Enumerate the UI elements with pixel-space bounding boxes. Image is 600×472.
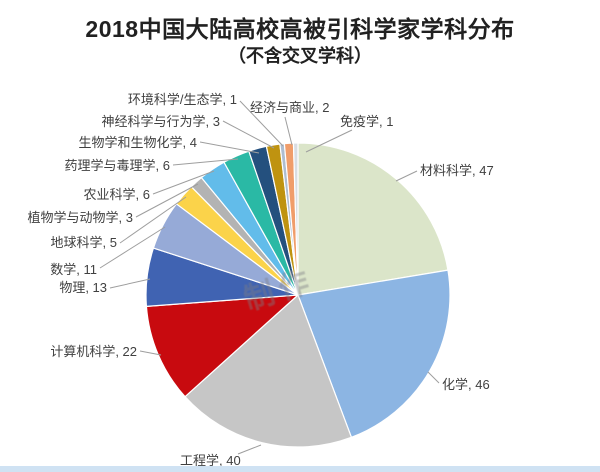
leader-line-4 [139, 350, 162, 356]
slice-label-1: 材料科学, 47 [420, 163, 494, 178]
slice-label-6: 数学, 11 [50, 262, 97, 277]
slice-label-12: 神经科学与行为学, 3 [102, 114, 220, 129]
pie-slice-3 [184, 294, 353, 448]
leader-line-12 [222, 120, 275, 149]
slice-label-11: 生物学和生物化学, 4 [79, 135, 197, 150]
slice-label-3: 工程学, 40 [180, 453, 241, 468]
bottom-strip [0, 466, 600, 472]
slice-label-5: 物理, 13 [59, 280, 107, 295]
leader-line-5 [109, 278, 151, 289]
leader-line-14 [284, 116, 293, 146]
leader-line-8 [135, 183, 199, 218]
leader-line-15 [305, 129, 353, 153]
chart-title: 2018中国大陆高校高被引科学家学科分布 [85, 16, 515, 42]
slice-label-7: 地球科学, 5 [51, 235, 117, 250]
leader-line-10 [172, 158, 239, 166]
leader-line-1 [395, 170, 418, 182]
leader-line-13 [239, 100, 284, 147]
chart-subtitle: （不含交叉学科） [228, 46, 372, 66]
slice-label-15: 免疫学, 1 [340, 114, 393, 129]
slice-label-13: 环境科学/生态学, 1 [128, 92, 237, 107]
slice-label-10: 药理学与毒理学, 6 [65, 158, 170, 173]
slice-label-8: 植物学与动物学, 3 [28, 210, 133, 225]
pie-slice-15 [292, 142, 299, 296]
leader-line-7 [119, 196, 187, 244]
slice-label-9: 农业科学, 6 [84, 187, 150, 202]
pie-slice-1 [297, 142, 449, 296]
slice-label-14: 经济与商业, 2 [250, 100, 329, 115]
leader-line-3 [237, 444, 262, 455]
leader-line-2 [427, 371, 440, 384]
slice-label-4: 计算机科学, 22 [50, 344, 137, 359]
leader-line-11 [199, 141, 260, 154]
leader-line-6 [99, 226, 166, 269]
slice-label-2: 化学, 46 [442, 377, 490, 392]
leader-line-9 [152, 170, 215, 195]
